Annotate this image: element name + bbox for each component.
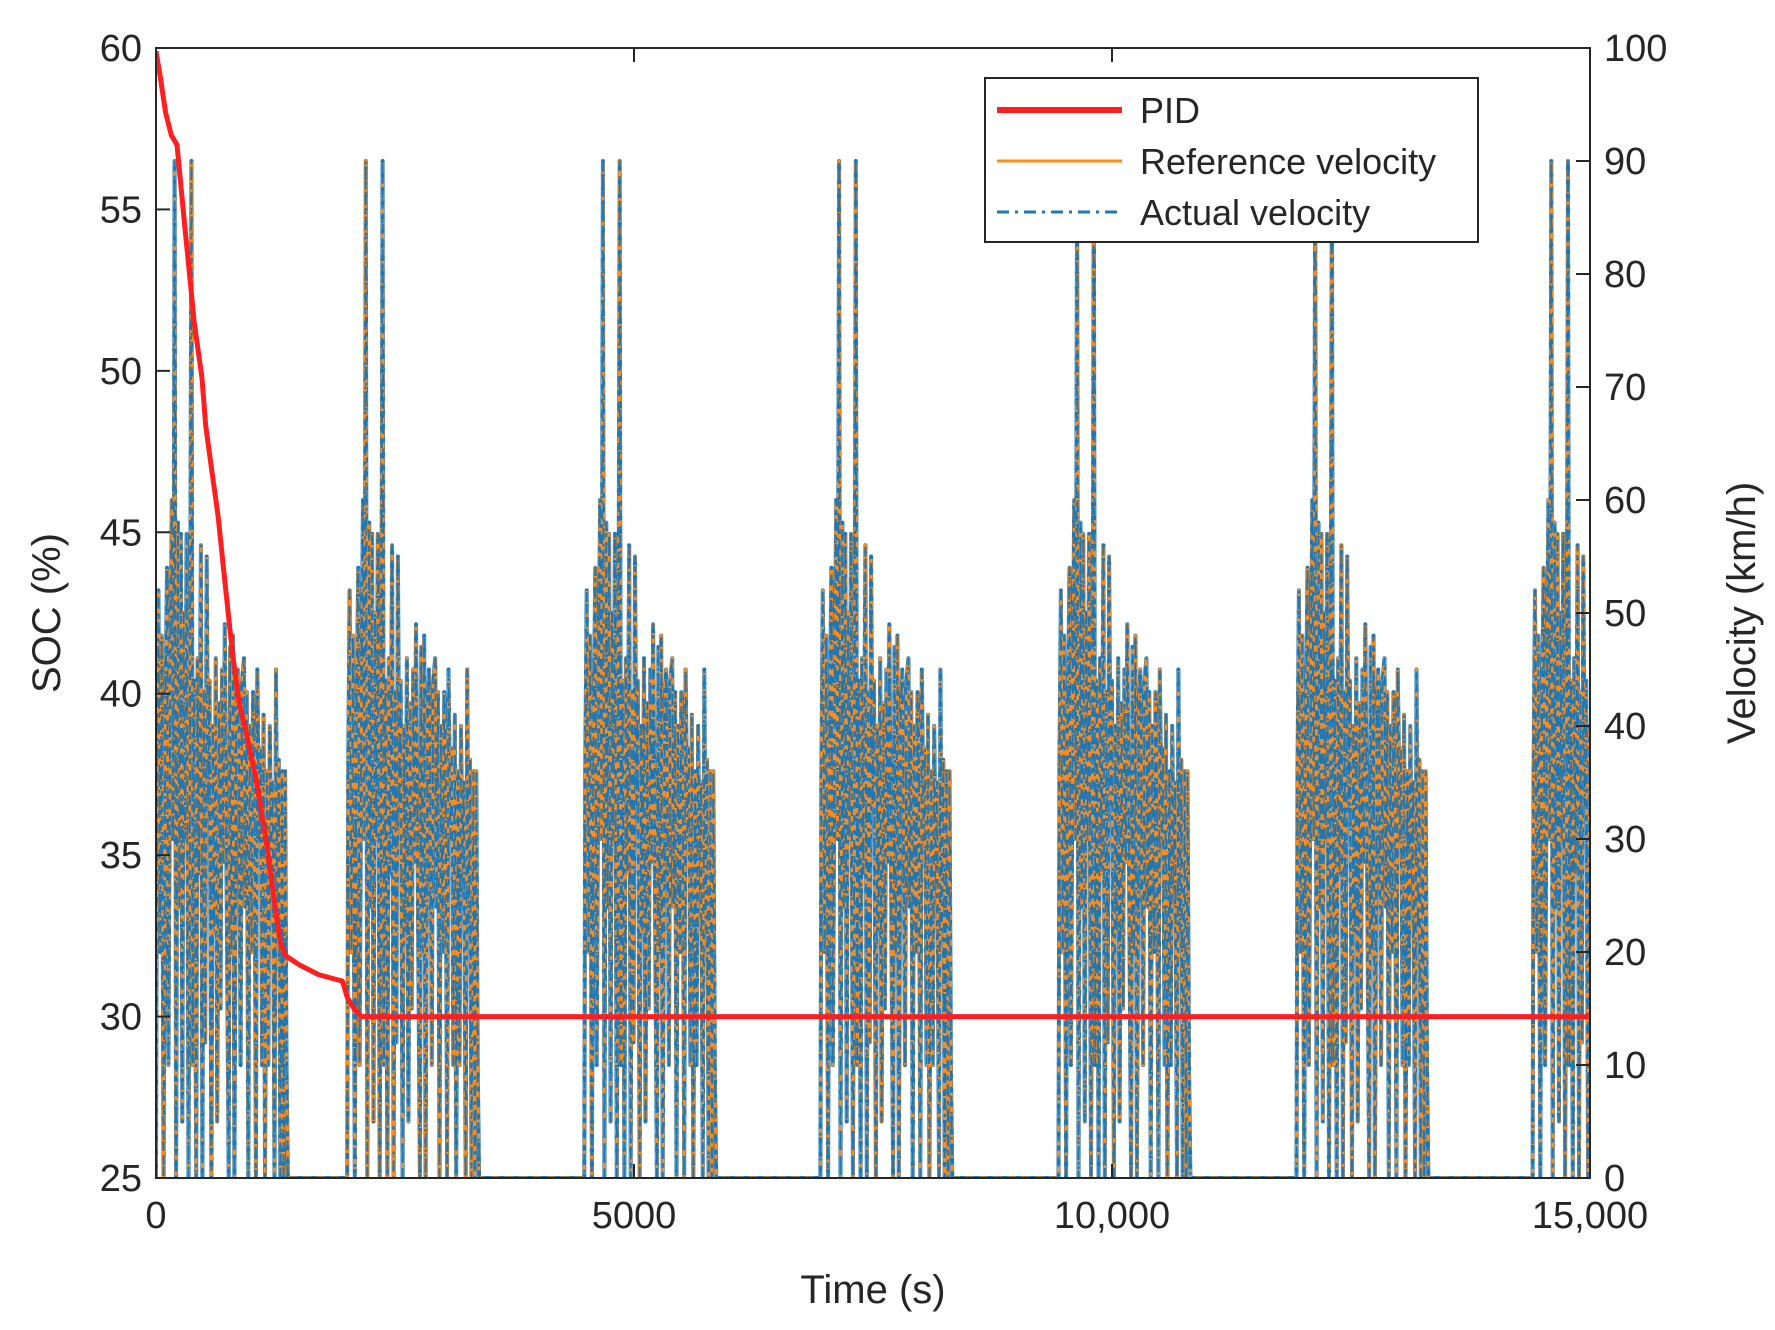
y-right-tick-label: 10: [1604, 1045, 1646, 1087]
y-left-tick-label: 45: [100, 512, 142, 554]
x-axis-title: Time (s): [800, 1268, 945, 1312]
y-left-tick-label: 25: [100, 1158, 142, 1200]
y-right-tick-label: 30: [1604, 819, 1646, 861]
x-tick-label: 10,000: [1054, 1195, 1170, 1237]
y-right-tick-label: 60: [1604, 480, 1646, 522]
y-axis-left-title: SOC (%): [25, 533, 69, 693]
x-tick-label: 0: [145, 1195, 166, 1237]
legend-actual-label: Actual velocity: [1140, 192, 1370, 233]
y-left-tick-label: 60: [100, 28, 142, 70]
y-left-tick-label: 55: [100, 189, 142, 231]
y-right-tick-label: 20: [1604, 932, 1646, 974]
y-left-tick-label: 40: [100, 674, 142, 716]
y-right-tick-label: 70: [1604, 367, 1646, 409]
y-left-tick-label: 35: [100, 835, 142, 877]
y-right-tick-label: 0: [1604, 1158, 1625, 1200]
y-left-tick-label: 50: [100, 351, 142, 393]
legend: PID Reference velocity Actual velocity: [984, 77, 1479, 243]
y-axis-right-title: Velocity (km/h): [1720, 482, 1764, 744]
actual-velocity-dashdot-line: [156, 160, 1590, 1178]
y-right-tick-label: 80: [1604, 254, 1646, 296]
x-tick-label: 5000: [592, 1195, 677, 1237]
legend-pid-label: PID: [1140, 90, 1200, 131]
y-left-tick-label: 30: [100, 997, 142, 1039]
y-right-tick-label: 90: [1604, 141, 1646, 183]
pid-soc-line: [156, 50, 1590, 1020]
x-tick-label: 15,000: [1532, 1195, 1648, 1237]
soc-series-layer: [156, 50, 1590, 1020]
axis-ticks: 0 5000 10,000 15,000 25 30 35 40 45 50 55 60 0 10 20 30…: [100, 28, 1668, 1237]
legend-reference-label: Reference velocity: [1140, 141, 1436, 182]
velocity-series-layer: [156, 159, 1590, 1178]
y-right-tick-label: 100: [1604, 28, 1667, 70]
y-right-tick-label: 50: [1604, 593, 1646, 635]
y-right-tick-label: 40: [1604, 706, 1646, 748]
